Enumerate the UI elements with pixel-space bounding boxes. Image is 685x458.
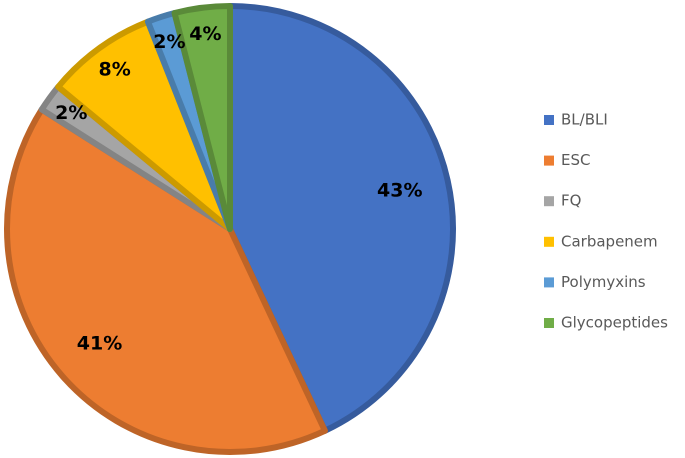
legend-label: ESC — [561, 151, 590, 169]
legend-label: Glycopeptides — [561, 314, 668, 332]
legend-swatch — [544, 196, 554, 207]
value-label: 2% — [153, 31, 185, 53]
pie-slice — [55, 18, 233, 232]
legend-label: BL/BLI — [561, 111, 608, 129]
value-label: 43% — [377, 180, 422, 202]
value-label: 4% — [189, 23, 221, 45]
legend-swatch — [544, 155, 554, 166]
pie-slice — [4, 106, 328, 455]
pie-slice — [171, 3, 233, 232]
value-label: 2% — [55, 102, 87, 124]
value-label: 41% — [77, 333, 122, 355]
legend-swatch — [544, 236, 554, 247]
legend-swatch — [544, 277, 554, 288]
pie-slice — [227, 3, 456, 434]
legend-label: FQ — [561, 192, 581, 210]
legend-swatch — [544, 115, 554, 125]
legend-label: Polymyxins — [561, 273, 646, 291]
legend-label: Carbapenem — [561, 232, 658, 250]
value-label: 8% — [99, 59, 131, 81]
legend-swatch — [544, 318, 554, 328]
